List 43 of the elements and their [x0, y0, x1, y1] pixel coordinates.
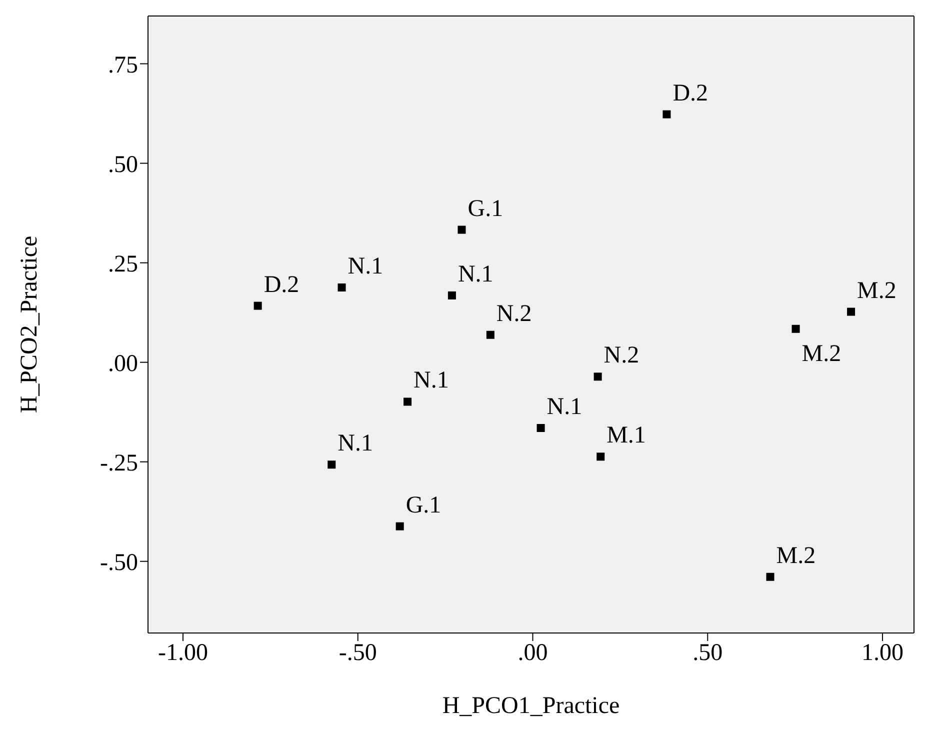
y-tick-label: -.25: [100, 450, 138, 476]
point: [486, 330, 494, 339]
annotation: G.1: [406, 492, 442, 518]
point: [458, 226, 466, 234]
annotation: D.2: [264, 272, 300, 298]
annotation: N.1: [458, 261, 494, 288]
point: [766, 572, 774, 581]
y-tick-label: .25: [108, 251, 138, 278]
point: [254, 302, 262, 310]
point: [396, 522, 404, 530]
annotation: N.2: [604, 342, 640, 369]
point: [596, 452, 605, 461]
point: [536, 424, 545, 432]
point: [792, 324, 800, 333]
annotation: N.1: [546, 394, 582, 420]
annotation: N.2: [496, 300, 532, 327]
point: [404, 398, 412, 406]
annotation: D.2: [672, 80, 708, 106]
point: [338, 283, 346, 292]
y-tick-label: .00: [108, 350, 138, 377]
annotation: G.1: [468, 196, 504, 222]
x-axis-title: H_PCO1_Practice: [442, 693, 620, 719]
x-tick-label: .00: [518, 640, 548, 666]
x-tick-label: -.50: [338, 640, 377, 666]
annotation: N.1: [348, 253, 384, 280]
point: [662, 110, 671, 118]
y-tick-label: .50: [108, 152, 138, 178]
annotation: M.2: [857, 278, 896, 304]
y-tick-label: .75: [108, 52, 138, 78]
point: [448, 291, 456, 300]
point: [847, 308, 856, 316]
point: [594, 372, 602, 381]
x-tick-label: .50: [692, 640, 723, 666]
x-tick-label: -1.00: [158, 640, 208, 666]
y-axis-title: H_PCO2_Practice: [16, 236, 43, 414]
annotation: M.2: [776, 542, 816, 569]
annotation: N.1: [414, 368, 449, 394]
x-tick-label: 1.00: [862, 640, 904, 666]
annotation: M.1: [606, 422, 646, 449]
y-tick-label: -.50: [100, 550, 138, 576]
point: [328, 460, 336, 469]
annotation: M.2: [802, 340, 842, 367]
annotation: N.1: [338, 430, 373, 457]
